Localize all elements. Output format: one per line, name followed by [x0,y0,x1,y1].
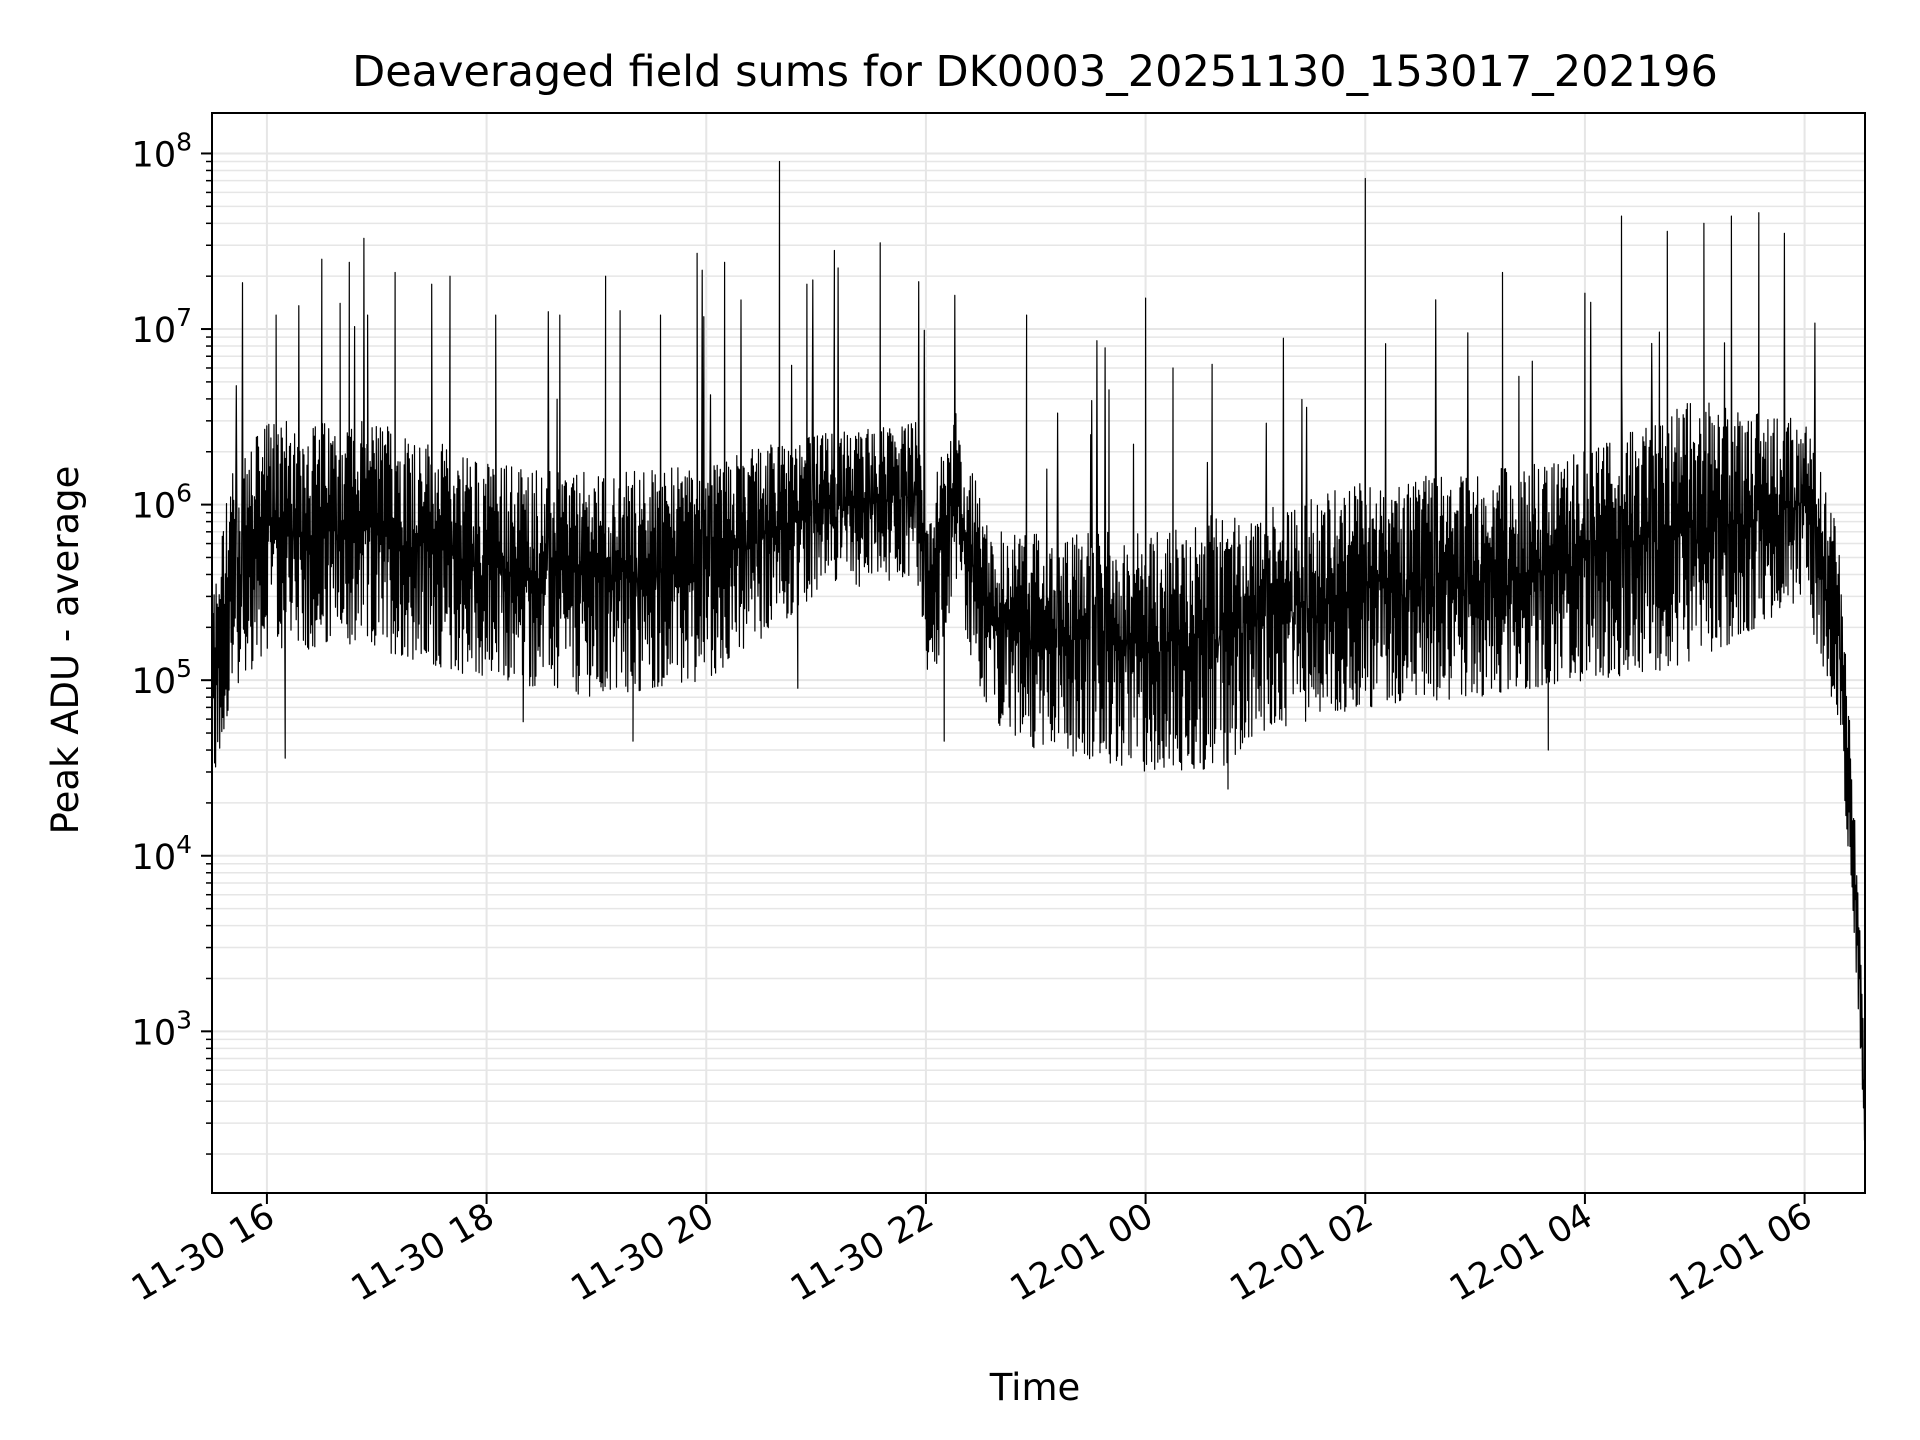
y-tick-label: 108 [132,127,192,175]
y-tick-label: 106 [132,479,192,527]
plot-area [211,160,1866,1141]
chart-title: Deaveraged field sums for DK0003_2025113… [352,47,1718,97]
y-axis-label: Peak ADU - average [44,466,87,835]
x-axis-label: Time [989,1366,1081,1409]
y-tick-label: 105 [132,654,192,702]
y-tick-label: 103 [132,1005,192,1053]
plot-frame [211,112,1866,1194]
y-axis: 103 104 105 106 107 108 [132,127,212,1155]
series-line [211,160,1866,1141]
y-tick-label: 107 [132,303,192,351]
y-tick-label: 104 [132,830,192,878]
